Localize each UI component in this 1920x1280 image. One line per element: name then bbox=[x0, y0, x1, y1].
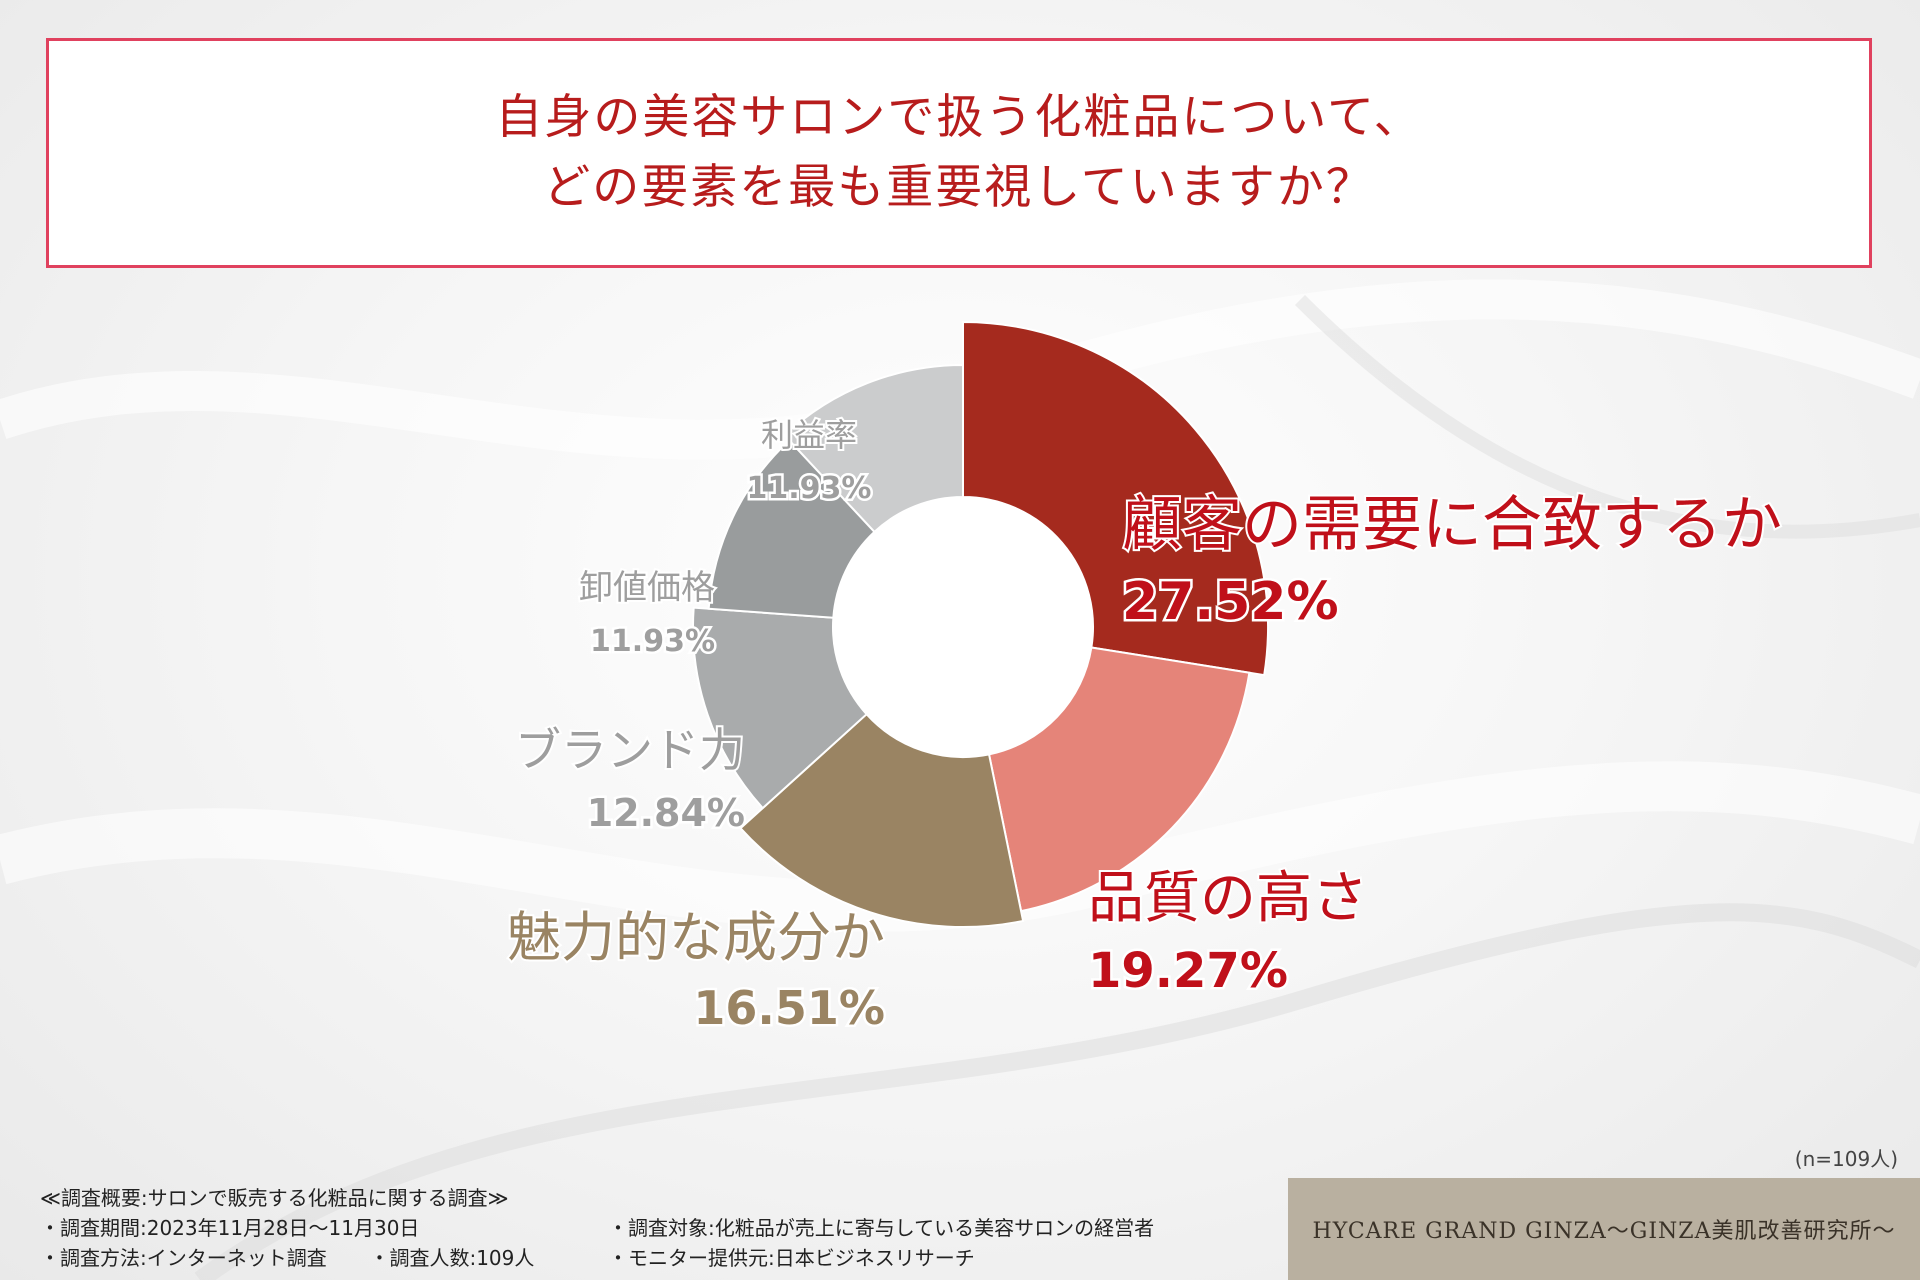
slice-label-3: 魅力的な成分か bbox=[507, 906, 885, 969]
slice-label-5: 卸値価格 bbox=[579, 568, 715, 608]
slice-value-1: 27.52% bbox=[1122, 572, 1339, 632]
title-box: 自身の美容サロンで扱う化粧品について、 どの要素を最も重要視していますか？ bbox=[46, 38, 1872, 268]
brand-banner: HYCARE GRAND GINZA～GINZA美肌改善研究所～ bbox=[1288, 1178, 1920, 1280]
slice-value-2: 19.27% bbox=[1088, 943, 1288, 999]
chart-title-line-1: 自身の美容サロンで扱う化粧品について、 bbox=[495, 90, 1423, 145]
survey-count: ・調査人数:109人 bbox=[369, 1246, 535, 1270]
slice-value-5: 11.93% bbox=[590, 624, 715, 659]
slice-label-2: 品質の高さ bbox=[1088, 866, 1368, 931]
slice-label-6: 利益率 bbox=[761, 416, 857, 454]
slice-value-6: 11.93% bbox=[747, 471, 872, 506]
slice-label-1: 顧客の需要に合致するか bbox=[1122, 490, 1782, 560]
survey-method-row: ・調査方法:インターネット調査 ・調査人数:109人 bbox=[40, 1243, 630, 1273]
chart-title-line-2: どの要素を最も重要視していますか？ bbox=[543, 160, 1375, 215]
survey-target: ・調査対象:化粧品が売上に寄与している美容サロンの経営者 bbox=[608, 1216, 1155, 1240]
brand-name: HYCARE GRAND GINZA～GINZA美肌改善研究所～ bbox=[1312, 1219, 1896, 1244]
survey-heading: ≪調査概要:サロンで販売する化粧品に関する調査≫ bbox=[40, 1186, 509, 1210]
survey-overview-left: ≪調査概要:サロンで販売する化粧品に関する調査≫ ・調査期間:2023年11月2… bbox=[40, 1183, 630, 1273]
slice-label-4: ブランド力 bbox=[515, 723, 745, 777]
survey-period: ・調査期間:2023年11月28日〜11月30日 bbox=[40, 1216, 420, 1240]
slice-value-4: 12.84% bbox=[587, 791, 745, 835]
survey-provider: ・モニター提供元:日本ビジネスリサーチ bbox=[608, 1246, 975, 1270]
sample-size-note: (n=109人) bbox=[1794, 1147, 1898, 1171]
donut-hole bbox=[833, 497, 1093, 757]
slice-value-3: 16.51% bbox=[693, 981, 885, 1035]
survey-overview-right: ・調査対象:化粧品が売上に寄与している美容サロンの経営者 ・モニター提供元:日本… bbox=[608, 1213, 1268, 1273]
survey-method: ・調査方法:インターネット調査 bbox=[40, 1246, 327, 1270]
